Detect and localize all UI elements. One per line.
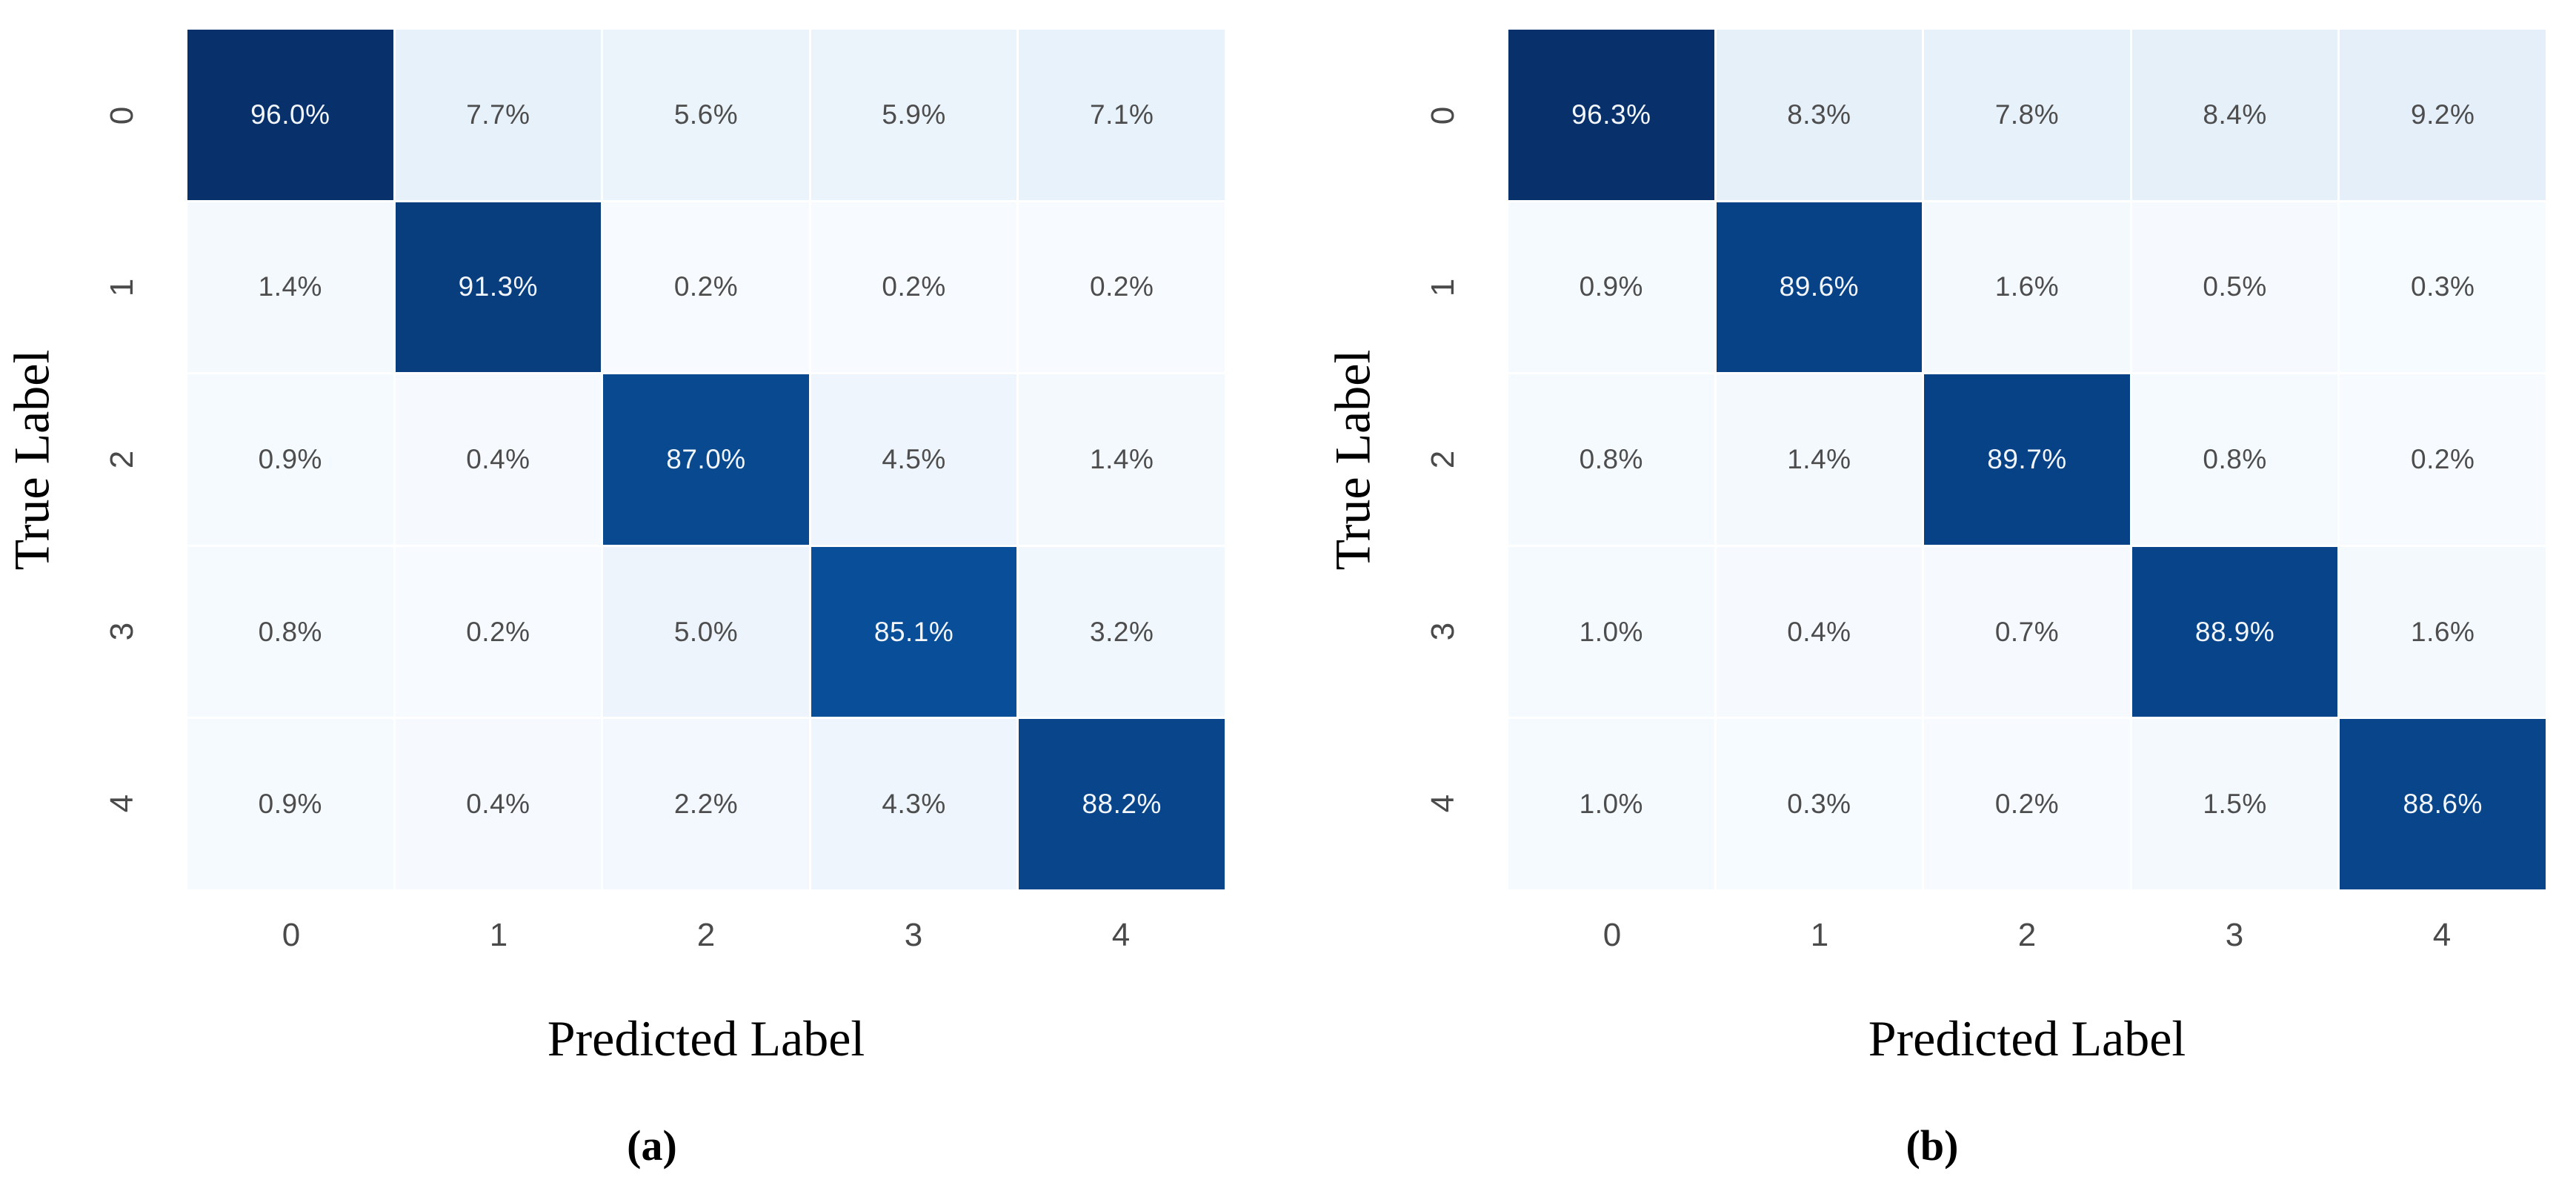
heatmap-grid: 96.0% 7.7% 5.6% 5.9% 7.1% 1.4% 91.3% 0.2% 0.2% 0.… <box>187 30 1225 889</box>
x-tick-label: 0 <box>282 917 301 953</box>
heatmap-cell: 91.3% <box>395 202 602 373</box>
heatmap-cell: 87.0% <box>603 374 809 545</box>
heatmap-cell: 0.4% <box>1716 546 1923 717</box>
heatmap-cell: 0.9% <box>1508 202 1714 373</box>
heatmap-cell: 4.5% <box>811 374 1017 545</box>
heatmap-cell: 0.3% <box>2340 202 2546 373</box>
y-tick-label: 0 <box>1425 106 1462 125</box>
heatmap-cell: 9.2% <box>2340 30 2546 200</box>
heatmap-cell: 5.9% <box>811 30 1017 200</box>
heatmap-cell: 96.3% <box>1508 30 1714 200</box>
heatmap-cell: 0.5% <box>2131 202 2338 373</box>
heatmap-cell: 96.0% <box>187 30 393 200</box>
heatmap-cell: 1.6% <box>2340 546 2546 717</box>
heatmap-cell: 7.8% <box>1924 30 2130 200</box>
heatmap-cell: 85.1% <box>811 546 1017 717</box>
y-tick-label: 3 <box>1425 622 1462 641</box>
heatmap-cell: 0.2% <box>603 202 809 373</box>
heatmap-cell: 2.2% <box>603 719 809 889</box>
heatmap-cell: 1.4% <box>187 202 393 373</box>
y-tick-label: 4 <box>1425 794 1462 813</box>
heatmap-cell: 5.6% <box>603 30 809 200</box>
x-tick-label: 4 <box>2432 917 2452 953</box>
y-axis-label: True Label <box>1324 349 1381 570</box>
heatmap-cell: 0.2% <box>1019 202 1225 373</box>
subfigure-caption: (a) <box>627 1121 677 1170</box>
x-tick-label: 1 <box>1810 917 1829 953</box>
x-tick-label: 3 <box>904 917 923 953</box>
heatmap-cell: 88.6% <box>2340 719 2546 889</box>
heatmap-cell: 0.7% <box>1924 546 2130 717</box>
heatmap-cell: 0.8% <box>1508 374 1714 545</box>
x-tick-label: 4 <box>1111 917 1131 953</box>
heatmap-cell: 5.0% <box>603 546 809 717</box>
heatmap-cell: 0.2% <box>1924 719 2130 889</box>
x-axis-label: Predicted Label <box>1868 1010 2186 1067</box>
heatmap-cell: 89.6% <box>1716 202 1923 373</box>
heatmap-cell: 88.2% <box>1019 719 1225 889</box>
y-tick-label: 2 <box>1425 450 1462 469</box>
heatmap-cell: 0.2% <box>2340 374 2546 545</box>
x-tick-label: 3 <box>2225 917 2244 953</box>
heatmap-cell: 0.3% <box>1716 719 1923 889</box>
heatmap-cell: 0.4% <box>395 719 602 889</box>
subfigure-caption: (b) <box>1906 1121 1959 1170</box>
heatmap-cell: 0.8% <box>2131 374 2338 545</box>
heatmap-cell: 8.4% <box>2131 30 2338 200</box>
heatmap-cell: 0.9% <box>187 374 393 545</box>
heatmap-cell: 89.7% <box>1924 374 2130 545</box>
x-tick-label: 0 <box>1602 917 1622 953</box>
x-tick-label: 1 <box>489 917 508 953</box>
heatmap-cell: 1.4% <box>1716 374 1923 545</box>
heatmap-cell: 0.9% <box>187 719 393 889</box>
x-axis-ticks: 0 1 2 3 4 <box>1508 898 2546 972</box>
heatmap-cell: 3.2% <box>1019 546 1225 717</box>
heatmap-cell: 1.5% <box>2131 719 2338 889</box>
heatmap-cell: 7.7% <box>395 30 602 200</box>
heatmap-cell: 0.2% <box>395 546 602 717</box>
y-tick-label: 1 <box>1425 278 1462 297</box>
heatmap-cell: 0.4% <box>395 374 602 545</box>
y-axis-label-container: True Label <box>1305 30 1401 889</box>
heatmap-cell: 1.6% <box>1924 202 2130 373</box>
y-axis-ticks: 0 1 2 3 4 <box>1401 30 1486 889</box>
x-tick-label: 2 <box>696 917 716 953</box>
heatmap-cell: 1.0% <box>1508 546 1714 717</box>
heatmap-cell: 0.2% <box>811 202 1017 373</box>
heatmap-cell: 0.8% <box>187 546 393 717</box>
x-axis-ticks: 0 1 2 3 4 <box>187 898 1225 972</box>
heatmap-grid: 96.3% 8.3% 7.8% 8.4% 9.2% 0.9% 89.6% 1.6% 0.5% 0.… <box>1508 30 2546 889</box>
x-axis-label: Predicted Label <box>547 1010 865 1067</box>
heatmap-cell: 8.3% <box>1716 30 1923 200</box>
heatmap-cell: 88.9% <box>2131 546 2338 717</box>
heatmap-cell: 4.3% <box>811 719 1017 889</box>
x-tick-label: 2 <box>2017 917 2037 953</box>
heatmap-cell: 1.4% <box>1019 374 1225 545</box>
heatmap-cell: 7.1% <box>1019 30 1225 200</box>
heatmap-cell: 1.0% <box>1508 719 1714 889</box>
